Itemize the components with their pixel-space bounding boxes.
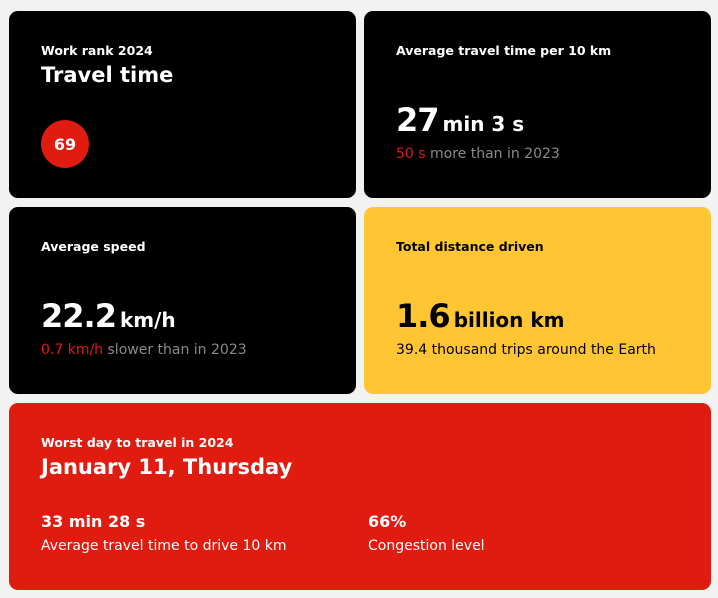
work-rank-card: Work rank 2024 Travel time 69	[9, 11, 356, 198]
value-number: 1.6	[396, 297, 451, 335]
worst-day-label: Worst day to travel in 2024	[41, 435, 234, 450]
value-number: 27	[396, 101, 440, 139]
worst-day-time-label: Average travel time to drive 10 km	[41, 538, 287, 554]
total-distance-card: Total distance driven 1.6 billion km 39.4…	[364, 207, 711, 394]
worst-day-title: January 11, Thursday	[41, 455, 293, 479]
worst-day-time-value: 33 min 28 s	[41, 512, 146, 531]
delta-text: slower than in 2023	[103, 342, 247, 358]
avg-speed-card: Average speed 22.2 km/h 0.7 km/h slower t…	[9, 207, 356, 394]
avg-travel-time-label: Average travel time per 10 km	[396, 43, 612, 58]
work-rank-label: Work rank 2024	[41, 43, 153, 58]
work-rank-title: Travel time	[41, 63, 174, 87]
delta-text: more than in 2023	[425, 146, 560, 162]
value-unit: min 3 s	[442, 112, 525, 136]
rank-badge: 69	[41, 120, 89, 168]
avg-speed-label: Average speed	[41, 239, 146, 254]
avg-speed-delta: 0.7 km/h slower than in 2023	[41, 342, 247, 358]
delta-value: 50 s	[396, 146, 426, 162]
congestion-value: 66%	[368, 512, 407, 531]
total-distance-sub: 39.4 thousand trips around the Earth	[396, 342, 656, 358]
value-unit: km/h	[119, 308, 176, 332]
total-distance-value: 1.6 billion km	[396, 297, 565, 335]
value-number: 22.2	[41, 297, 117, 335]
delta-value: 0.7 km/h	[41, 342, 104, 358]
avg-travel-time-value: 27 min 3 s	[396, 101, 524, 139]
worst-day-card: Worst day to travel in 2024 January 11, …	[9, 403, 711, 590]
congestion-label: Congestion level	[368, 538, 485, 554]
total-distance-label: Total distance driven	[396, 239, 544, 254]
avg-travel-time-card: Average travel time per 10 km 27 min 3 s …	[364, 11, 711, 198]
avg-travel-time-delta: 50 s more than in 2023	[396, 146, 560, 162]
avg-speed-value: 22.2 km/h	[41, 297, 176, 335]
value-unit: billion km	[453, 308, 565, 332]
